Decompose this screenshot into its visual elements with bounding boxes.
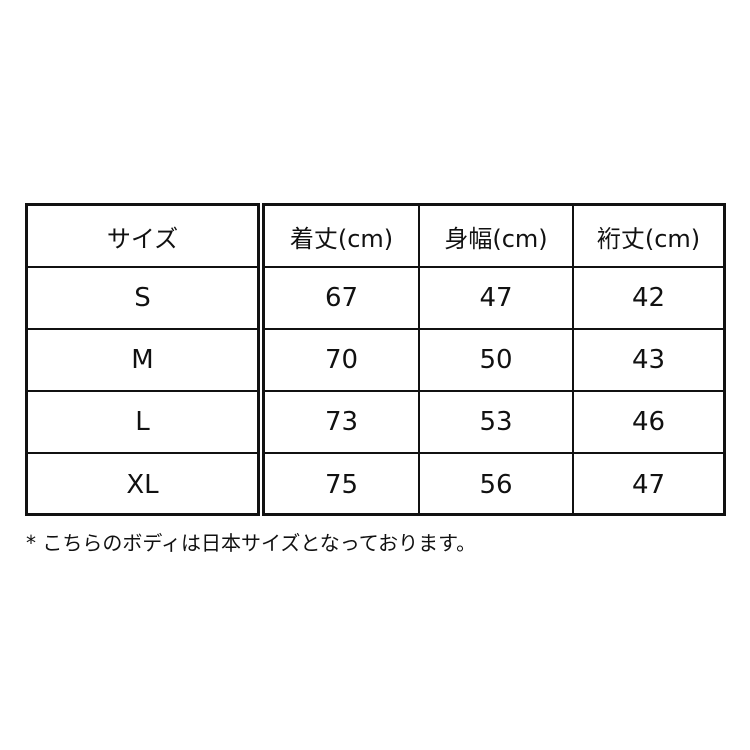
measurements-table: 着丈(cm) 身幅(cm) 裄丈(cm) 67 47 42 70 50 43 7…	[262, 203, 726, 516]
length-cell: 73	[265, 392, 420, 454]
header-sleeve: 裄丈(cm)	[574, 206, 723, 268]
sleeve-cell: 42	[574, 268, 723, 330]
header-length: 着丈(cm)	[265, 206, 420, 268]
length-cell: 67	[265, 268, 420, 330]
length-cell: 75	[265, 454, 420, 516]
width-cell: 50	[420, 330, 574, 392]
size-cell: S	[28, 268, 257, 330]
length-cell: 70	[265, 330, 420, 392]
width-cell: 53	[420, 392, 574, 454]
width-cell: 47	[420, 268, 574, 330]
size-cell: M	[28, 330, 257, 392]
header-size: サイズ	[28, 206, 257, 268]
header-width: 身幅(cm)	[420, 206, 574, 268]
size-note: * こちらのボディは日本サイズとなっております。	[26, 531, 477, 555]
sleeve-cell: 46	[574, 392, 723, 454]
sleeve-cell: 43	[574, 330, 723, 392]
sleeve-cell: 47	[631, 470, 666, 500]
width-cell: 56	[420, 454, 574, 516]
size-cell: XL	[126, 470, 159, 500]
size-cell: L	[28, 392, 257, 454]
size-column-table: サイズ S M L XL	[25, 203, 260, 516]
